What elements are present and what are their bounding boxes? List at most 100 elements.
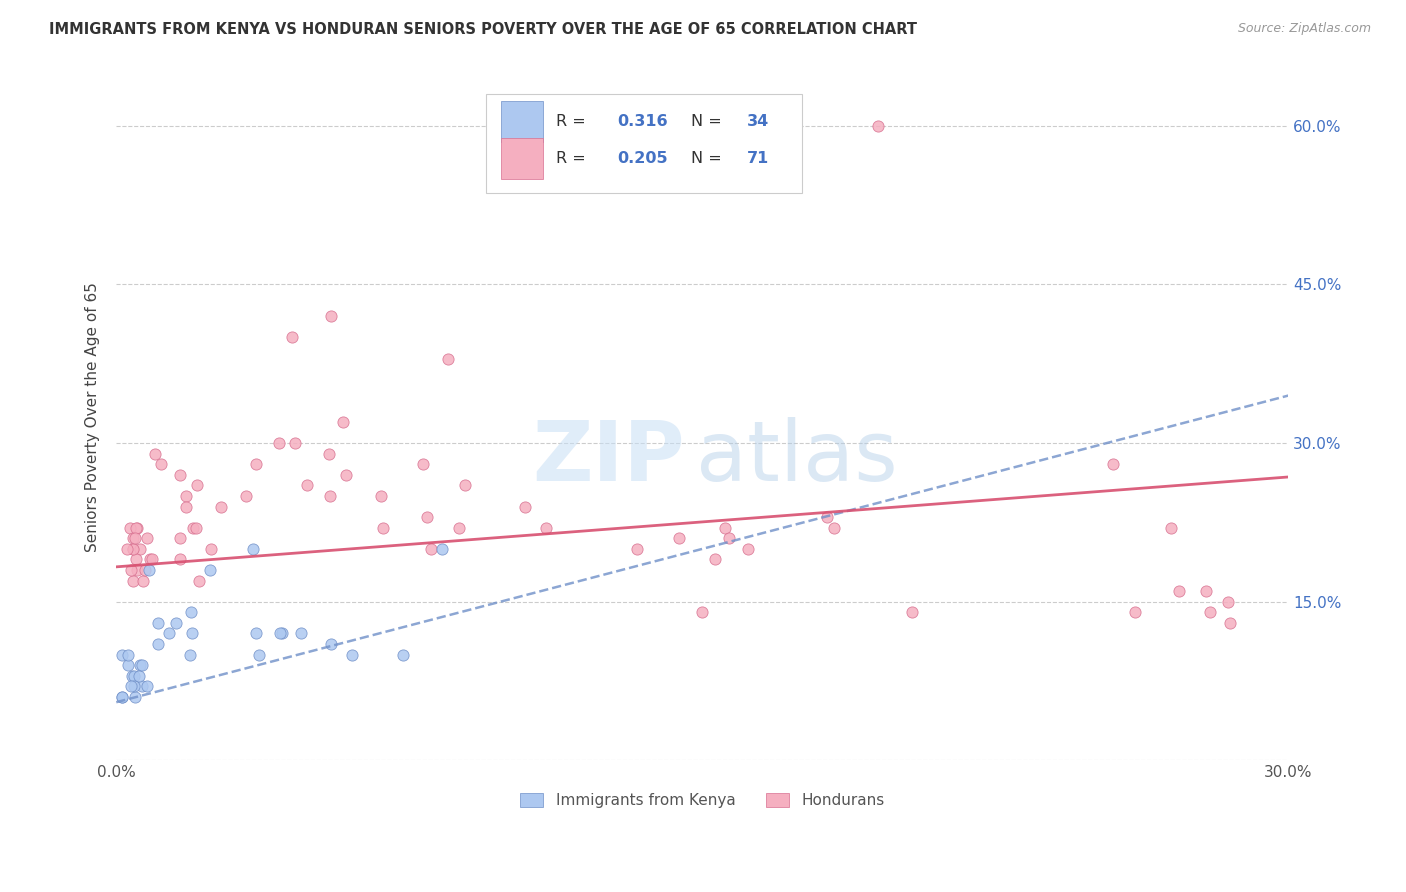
Point (120, 679, 142, 693)
Point (714, 521, 737, 535)
Point (815, 510, 838, 524)
Point (626, 541, 648, 556)
Point (145, 447, 167, 461)
Point (823, 521, 845, 535)
Point (169, 552, 191, 566)
Point (118, 521, 141, 535)
Point (703, 552, 725, 566)
Point (370, 489, 392, 503)
Point (146, 615, 169, 630)
FancyBboxPatch shape (501, 138, 543, 178)
Point (718, 531, 741, 545)
Point (1219, 615, 1241, 630)
Point (129, 541, 152, 556)
Point (281, 330, 304, 344)
Point (174, 489, 197, 503)
Point (131, 679, 153, 693)
Point (136, 679, 159, 693)
Point (122, 541, 145, 556)
Point (129, 658, 152, 673)
Point (121, 669, 143, 683)
Point (269, 626, 291, 640)
Point (121, 531, 143, 545)
Point (416, 510, 439, 524)
Point (1198, 605, 1220, 619)
Point (115, 541, 138, 556)
Point (247, 648, 270, 662)
Point (242, 541, 264, 556)
Point (125, 521, 148, 535)
Point (321, 310, 343, 324)
Point (124, 531, 146, 545)
FancyBboxPatch shape (485, 94, 801, 194)
Text: N =: N = (690, 114, 727, 129)
Point (122, 541, 145, 556)
Point (111, 690, 134, 704)
Text: 0.316: 0.316 (617, 114, 668, 129)
Point (1194, 584, 1216, 599)
Point (181, 521, 204, 535)
Point (534, 521, 557, 535)
Point (412, 457, 434, 471)
Point (181, 626, 204, 640)
Point (297, 478, 319, 492)
Point (335, 467, 357, 482)
Point (284, 436, 307, 450)
Y-axis label: Seniors Poverty Over the Age of 65: Seniors Poverty Over the Age of 65 (86, 282, 100, 551)
Point (174, 500, 197, 514)
Point (165, 615, 187, 630)
Point (122, 679, 145, 693)
Text: 71: 71 (747, 152, 769, 167)
Point (245, 626, 267, 640)
Point (134, 563, 156, 577)
Text: R =: R = (555, 152, 591, 167)
Point (1101, 457, 1123, 471)
Text: N =: N = (690, 152, 727, 167)
Point (437, 351, 460, 366)
Point (668, 531, 690, 545)
Point (169, 467, 191, 482)
Text: Source: ZipAtlas.com: Source: ZipAtlas.com (1237, 22, 1371, 36)
Point (120, 563, 142, 577)
Point (122, 574, 145, 588)
Point (901, 605, 924, 619)
Point (131, 658, 153, 673)
Point (453, 478, 475, 492)
FancyBboxPatch shape (501, 101, 543, 142)
Point (200, 541, 222, 556)
Point (245, 457, 267, 471)
Point (209, 500, 232, 514)
Point (198, 563, 221, 577)
Point (290, 626, 312, 640)
Point (136, 531, 159, 545)
Text: 0.205: 0.205 (617, 152, 668, 167)
Point (117, 658, 139, 673)
Text: 34: 34 (747, 114, 769, 129)
Point (125, 552, 148, 566)
Point (132, 574, 155, 588)
Point (149, 457, 172, 471)
Point (332, 415, 354, 429)
Point (179, 648, 201, 662)
Point (321, 637, 343, 651)
Point (157, 626, 180, 640)
Point (267, 436, 290, 450)
Text: IMMIGRANTS FROM KENYA VS HONDURAN SENIORS POVERTY OVER THE AGE OF 65 CORRELATION: IMMIGRANTS FROM KENYA VS HONDURAN SENIOR… (49, 22, 917, 37)
Point (186, 521, 208, 535)
Point (392, 648, 415, 662)
Legend: Immigrants from Kenya, Hondurans: Immigrants from Kenya, Hondurans (515, 788, 890, 814)
Point (186, 478, 208, 492)
Point (449, 521, 471, 535)
Point (1216, 595, 1239, 609)
Point (141, 552, 163, 566)
Point (737, 541, 759, 556)
Point (148, 637, 170, 651)
Point (319, 489, 342, 503)
Point (1168, 584, 1191, 599)
Point (420, 541, 443, 556)
Point (138, 563, 160, 577)
Text: ZIP: ZIP (533, 417, 685, 499)
Point (187, 574, 209, 588)
Point (432, 541, 454, 556)
Point (371, 521, 394, 535)
